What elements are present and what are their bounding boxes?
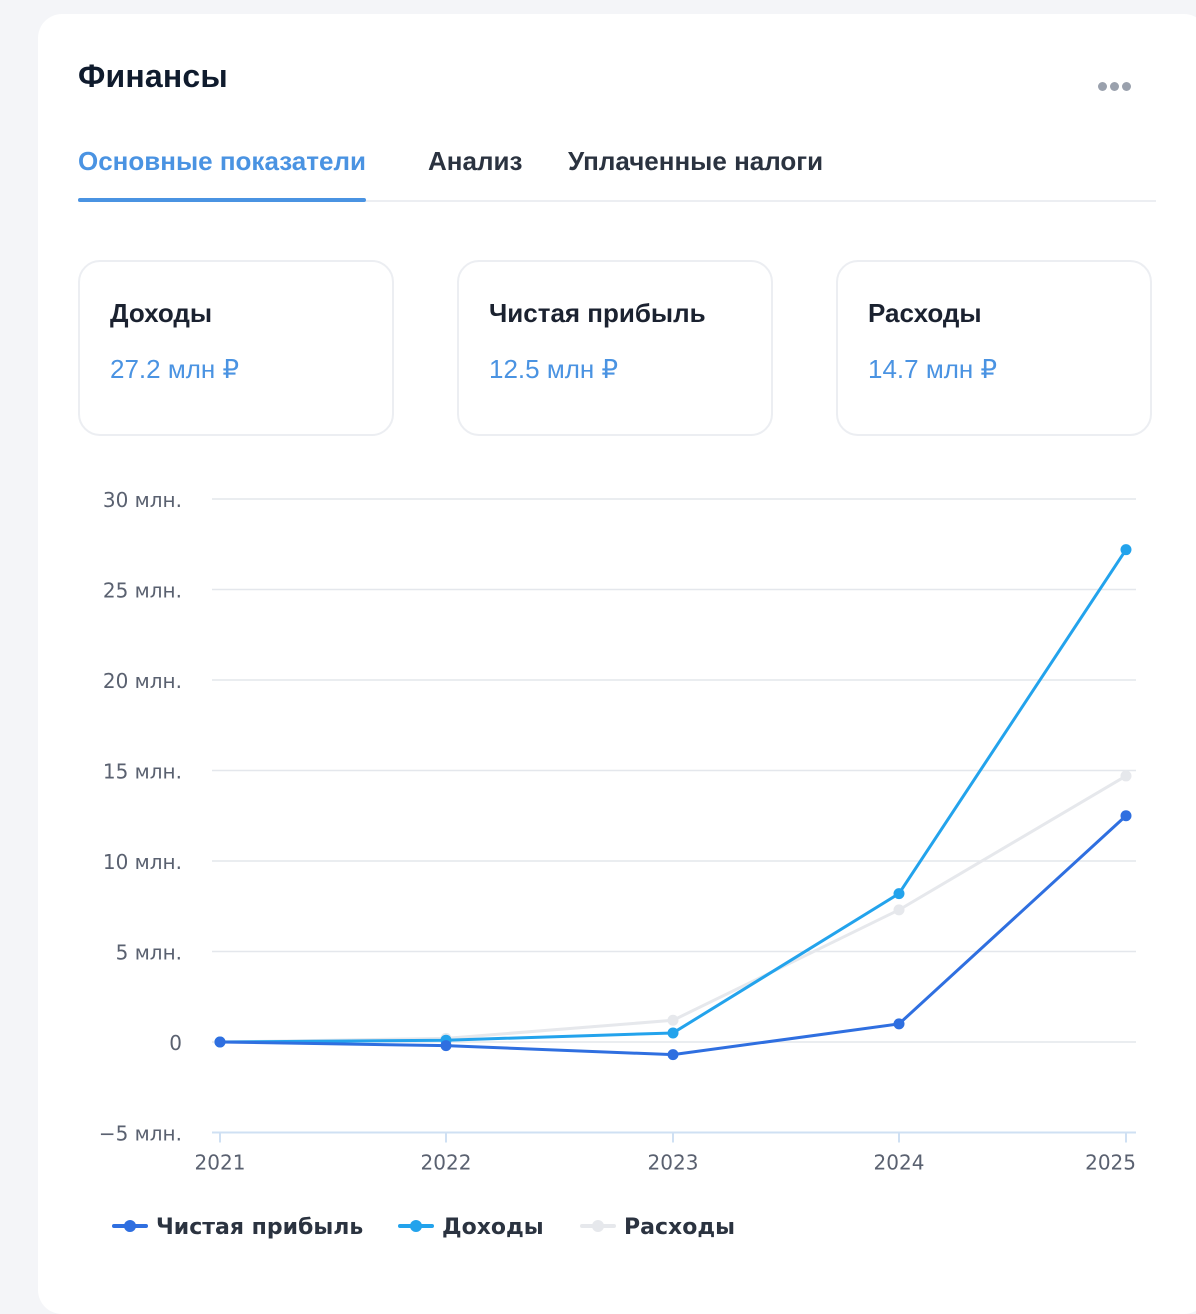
x-tick-label: 2022 bbox=[421, 1151, 472, 1175]
tab-analysis[interactable]: Анализ bbox=[428, 146, 523, 176]
legend-item[interactable]: Чистая прибыль bbox=[112, 1215, 363, 1240]
series-point bbox=[893, 904, 905, 916]
series-point bbox=[1120, 770, 1132, 782]
finance-line-chart: 30 млн. 25 млн. 20 млн. 15 млн. 10 млн. 5 млн… bbox=[99, 488, 1136, 1240]
x-tick-label: 2023 bbox=[648, 1151, 699, 1175]
y-tick-label: 20 млн. bbox=[103, 669, 182, 693]
kpi-net-profit-value: 12.5 млн ₽ bbox=[489, 354, 618, 384]
y-tick-label: 30 млн. bbox=[103, 488, 182, 512]
y-tick-label: 5 млн. bbox=[116, 941, 182, 965]
series-point bbox=[440, 1040, 452, 1052]
legend-swatch-dot bbox=[592, 1220, 604, 1232]
kpi-expenses-label: Расходы bbox=[868, 298, 982, 328]
x-tick-label: 2025 bbox=[1085, 1151, 1136, 1175]
kpi-net-profit-label: Чистая прибыль bbox=[489, 298, 706, 328]
kpi-expenses-value: 14.7 млн ₽ bbox=[868, 354, 997, 384]
y-tick-label: 25 млн. bbox=[103, 579, 182, 603]
more-dots-icon[interactable] bbox=[1098, 78, 1132, 94]
legend-label: Чистая прибыль bbox=[156, 1215, 363, 1240]
series-point bbox=[893, 1018, 905, 1030]
series-point bbox=[667, 1014, 679, 1026]
series-point bbox=[667, 1027, 679, 1039]
card-title: Финансы bbox=[78, 58, 228, 94]
tab-bar: Основные показатели Анализ Уплаченные на… bbox=[78, 144, 1156, 202]
series-point bbox=[1120, 544, 1132, 556]
series-line bbox=[219, 548, 1128, 1044]
legend-item[interactable]: Доходы bbox=[398, 1215, 544, 1240]
y-tick-label: 10 млн. bbox=[103, 850, 182, 874]
legend-swatch-dot bbox=[124, 1220, 136, 1232]
kpi-income-label: Доходы bbox=[110, 298, 213, 328]
series-point bbox=[1120, 810, 1132, 822]
kpi-income-value: 27.2 млн ₽ bbox=[110, 354, 239, 384]
series-line bbox=[219, 774, 1127, 1044]
kpi-net-profit-card: Чистая прибыль 12.5 млн ₽ bbox=[457, 260, 773, 436]
kpi-income-card: Доходы 27.2 млн ₽ bbox=[78, 260, 394, 436]
y-tick-label: −5 млн. bbox=[99, 1122, 182, 1146]
series-point bbox=[214, 1036, 226, 1048]
legend-swatch-dot bbox=[410, 1220, 422, 1232]
x-tick-label: 2024 bbox=[874, 1151, 925, 1175]
tab-main-indicators[interactable]: Основные показатели bbox=[78, 146, 366, 202]
kpi-expenses-card: Расходы 14.7 млн ₽ bbox=[836, 260, 1152, 436]
y-tick-label: 0 bbox=[169, 1031, 182, 1055]
x-tick-label: 2021 bbox=[195, 1151, 246, 1175]
series-point bbox=[667, 1049, 679, 1061]
legend-item[interactable]: Расходы bbox=[580, 1215, 735, 1240]
finance-card: Финансы Основные показатели Анализ Уплач… bbox=[38, 14, 1196, 1314]
legend-label: Расходы bbox=[624, 1215, 735, 1240]
y-tick-label: 15 млн. bbox=[103, 760, 182, 784]
legend-label: Доходы bbox=[442, 1215, 544, 1240]
tab-paid-taxes[interactable]: Уплаченные налоги bbox=[568, 146, 824, 176]
series-point bbox=[893, 888, 905, 900]
